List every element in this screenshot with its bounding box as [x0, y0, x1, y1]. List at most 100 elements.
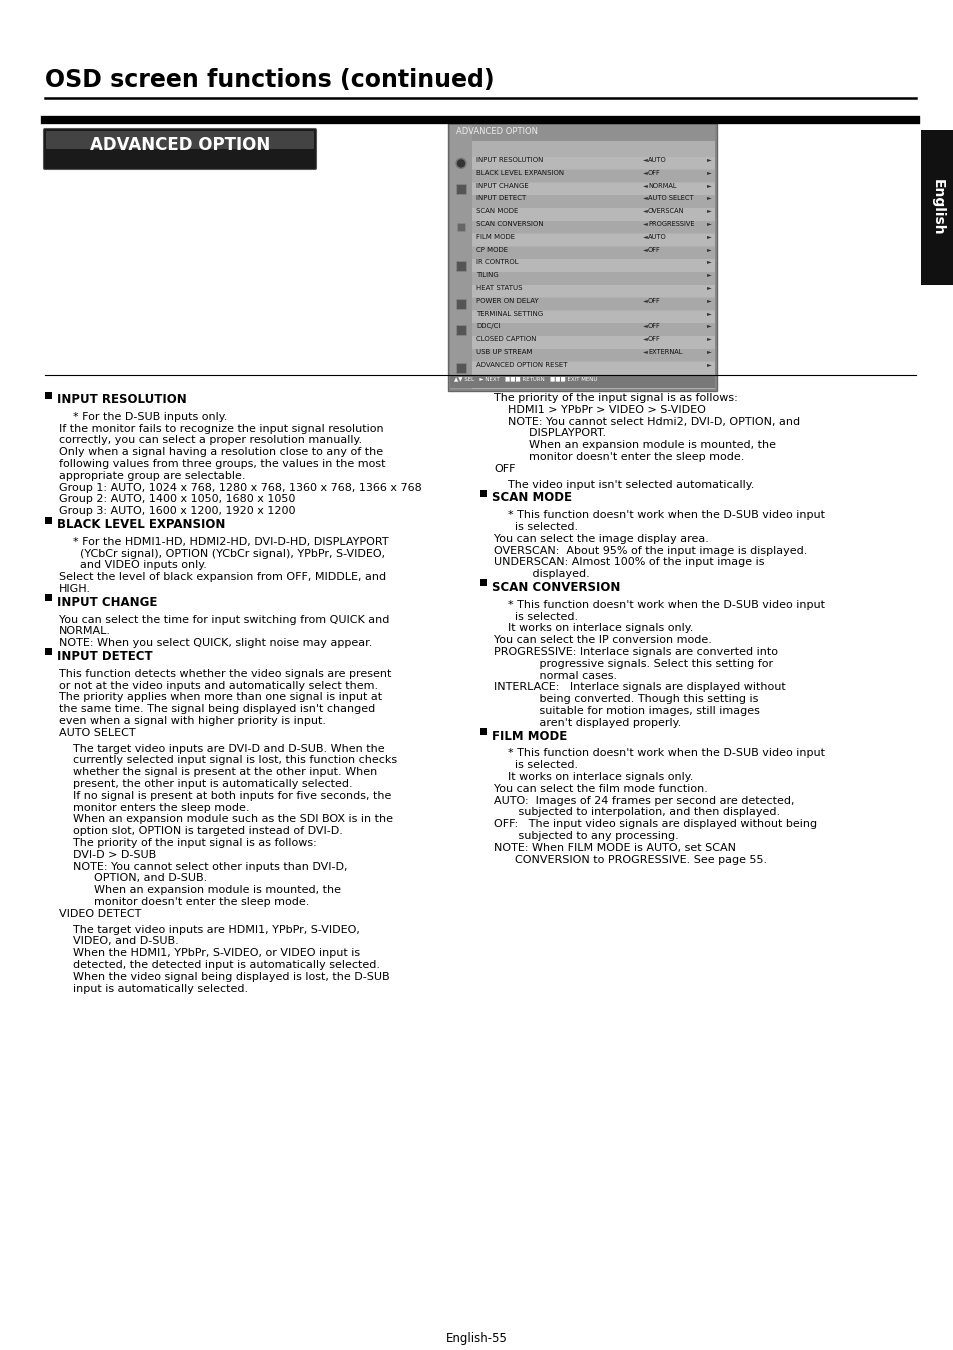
Text: ►: ► [706, 196, 711, 200]
Text: AUTO:  Images of 24 frames per second are detected,: AUTO: Images of 24 frames per second are… [494, 795, 794, 806]
Text: * For the D-SUB inputs only.: * For the D-SUB inputs only. [73, 412, 227, 421]
Text: displayed.: displayed. [494, 570, 589, 579]
Bar [450, 126, 472, 389]
Text: BLACK LEVEL EXPANSION: BLACK LEVEL EXPANSION [476, 170, 563, 176]
Text: OFF: OFF [647, 247, 660, 252]
Text: ◄: ◄ [642, 336, 647, 342]
Text: and VIDEO inputs only.: and VIDEO inputs only. [73, 560, 207, 571]
Text: INTERLACE:   Interlace signals are displayed without: INTERLACE: Interlace signals are display… [494, 682, 785, 693]
Text: being converted. Though this setting is: being converted. Though this setting is [494, 694, 758, 705]
Text: UNDERSCAN: Almost 100% of the input image is: UNDERSCAN: Almost 100% of the input imag… [494, 558, 763, 567]
Text: detected, the detected input is automatically selected.: detected, the detected input is automati… [73, 960, 379, 971]
Text: DISPLAYPORT.: DISPLAYPORT. [507, 428, 605, 439]
Bar [45, 648, 52, 656]
FancyBboxPatch shape [46, 131, 314, 148]
Text: CLOSED CAPTION: CLOSED CAPTION [476, 336, 536, 342]
Text: OFF: OFF [647, 298, 660, 304]
Bar [472, 259, 714, 271]
Text: the same time. The signal being displayed isn't changed: the same time. The signal being displaye… [59, 705, 375, 714]
Text: Group 3: AUTO, 1600 x 1200, 1920 x 1200: Group 3: AUTO, 1600 x 1200, 1920 x 1200 [59, 506, 295, 516]
Text: ►: ► [706, 350, 711, 354]
Text: When an expansion module is mounted, the: When an expansion module is mounted, the [507, 440, 775, 450]
Text: BLACK LEVEL EXPANSION: BLACK LEVEL EXPANSION [57, 518, 225, 531]
Text: AUTO SELECT: AUTO SELECT [59, 728, 135, 738]
Text: INPUT RESOLUTION: INPUT RESOLUTION [476, 157, 543, 163]
Text: ◄: ◄ [642, 221, 647, 225]
Text: ►: ► [706, 157, 711, 162]
Text: When an expansion module such as the SDI BOX is in the: When an expansion module such as the SDI… [73, 814, 393, 825]
Bar [45, 594, 52, 601]
Text: currently selected input signal is lost, this function checks: currently selected input signal is lost,… [73, 756, 396, 765]
Text: or not at the video inputs and automatically select them.: or not at the video inputs and automatic… [59, 680, 377, 691]
Text: This function detects whether the video signals are present: This function detects whether the video … [59, 668, 391, 679]
Bar [456, 261, 465, 271]
Bar [472, 298, 714, 311]
Bar [479, 490, 486, 497]
Text: SCAN MODE: SCAN MODE [492, 491, 572, 505]
Bar [456, 223, 464, 231]
Text: INPUT CHANGE: INPUT CHANGE [476, 182, 528, 189]
Bar [472, 157, 714, 169]
Text: normal cases.: normal cases. [494, 671, 617, 680]
Text: option slot, OPTION is targeted instead of DVI-D.: option slot, OPTION is targeted instead … [73, 826, 342, 836]
Bar [472, 196, 714, 208]
Bar [456, 363, 465, 373]
Text: ►: ► [706, 362, 711, 367]
Text: * This function doesn't work when the D-SUB video input: * This function doesn't work when the D-… [507, 510, 824, 520]
Text: subjected to any processing.: subjected to any processing. [494, 832, 678, 841]
Text: monitor doesn't enter the sleep mode.: monitor doesn't enter the sleep mode. [507, 452, 743, 462]
Text: ◄: ◄ [642, 170, 647, 174]
Bar [472, 285, 714, 297]
Text: ►: ► [706, 170, 711, 174]
Text: ►: ► [706, 273, 711, 277]
Circle shape [457, 159, 464, 167]
Text: AUTO: AUTO [647, 157, 666, 163]
Bar [45, 517, 52, 524]
Text: * This function doesn't work when the D-SUB video input: * This function doesn't work when the D-… [507, 599, 824, 610]
Text: NOTE: When you select QUICK, slight noise may appear.: NOTE: When you select QUICK, slight nois… [59, 639, 372, 648]
Text: SCAN MODE: SCAN MODE [476, 208, 517, 215]
Bar [450, 374, 714, 387]
Text: ▲▼ SEL   ► NEXT   ■■■ RETURN   ■■■ EXIT MENU: ▲▼ SEL ► NEXT ■■■ RETURN ■■■ EXIT MENU [454, 377, 597, 381]
Text: OFF:   The input video signals are displayed without being: OFF: The input video signals are display… [494, 819, 817, 829]
Text: SCAN CONVERSION: SCAN CONVERSION [476, 221, 543, 227]
Text: correctly, you can select a proper resolution manually.: correctly, you can select a proper resol… [59, 436, 362, 446]
Bar [472, 221, 714, 234]
Text: English-55: English-55 [446, 1332, 507, 1345]
Text: Select the level of black expansion from OFF, MIDDLE, and: Select the level of black expansion from… [59, 572, 386, 582]
Text: VIDEO, and D-SUB.: VIDEO, and D-SUB. [73, 937, 178, 946]
Text: Only when a signal having a resolution close to any of the: Only when a signal having a resolution c… [59, 447, 383, 458]
Text: ◄: ◄ [642, 247, 647, 251]
Text: Group 2: AUTO, 1400 x 1050, 1680 x 1050: Group 2: AUTO, 1400 x 1050, 1680 x 1050 [59, 494, 295, 505]
Text: suitable for motion images, still images: suitable for motion images, still images [494, 706, 760, 716]
Text: progressive signals. Select this setting for: progressive signals. Select this setting… [494, 659, 772, 668]
Text: OFF: OFF [494, 464, 515, 474]
Text: TILING: TILING [476, 273, 498, 278]
Text: The priority of the input signal is as follows:: The priority of the input signal is as f… [73, 838, 316, 848]
Text: ◄: ◄ [642, 182, 647, 188]
Text: PROGRESSIVE: Interlace signals are converted into: PROGRESSIVE: Interlace signals are conve… [494, 647, 778, 657]
Text: CP MODE: CP MODE [476, 247, 508, 252]
Bar [448, 123, 717, 390]
Text: * This function doesn't work when the D-SUB video input: * This function doesn't work when the D-… [507, 748, 824, 759]
Text: The video input isn't selected automatically.: The video input isn't selected automatic… [507, 479, 754, 490]
Text: NOTE: When FILM MODE is AUTO, set SCAN: NOTE: When FILM MODE is AUTO, set SCAN [494, 842, 735, 853]
Bar [45, 392, 52, 398]
Text: INPUT DETECT: INPUT DETECT [476, 196, 526, 201]
Bar [472, 247, 714, 259]
Bar [456, 300, 465, 309]
Text: monitor enters the sleep mode.: monitor enters the sleep mode. [73, 803, 250, 813]
Bar [456, 325, 465, 335]
Text: VIDEO DETECT: VIDEO DETECT [59, 909, 141, 919]
Text: NOTE: You cannot select other inputs than DVI-D,: NOTE: You cannot select other inputs tha… [73, 861, 347, 872]
Bar [479, 728, 486, 736]
Text: NOTE: You cannot select Hdmi2, DVI-D, OPTION, and: NOTE: You cannot select Hdmi2, DVI-D, OP… [507, 417, 800, 427]
Text: whether the signal is present at the other input. When: whether the signal is present at the oth… [73, 767, 376, 778]
Text: present, the other input is automatically selected.: present, the other input is automaticall… [73, 779, 353, 788]
Text: INPUT RESOLUTION: INPUT RESOLUTION [57, 393, 187, 406]
Text: If the monitor fails to recognize the input signal resolution: If the monitor fails to recognize the in… [59, 424, 383, 433]
Text: HEAT STATUS: HEAT STATUS [476, 285, 522, 292]
Bar [472, 234, 714, 246]
Bar [456, 184, 465, 194]
Text: EXTERNAL: EXTERNAL [647, 350, 681, 355]
